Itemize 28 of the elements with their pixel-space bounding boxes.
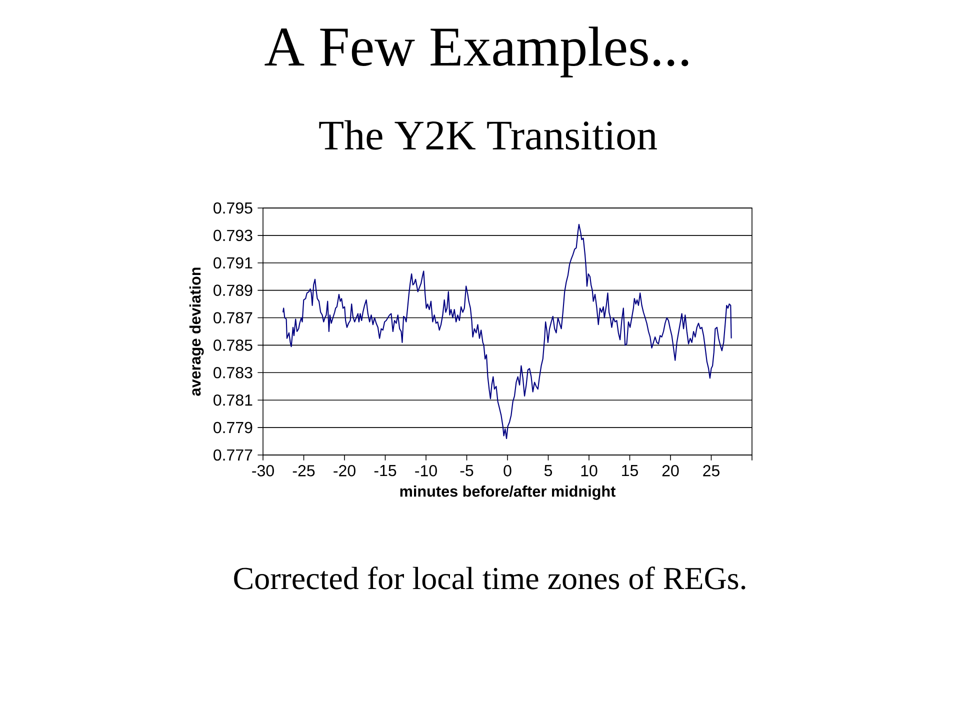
- x-tick-label: 20: [662, 465, 679, 476]
- y-tick-label: 0.789: [214, 284, 252, 296]
- x-tick-label: 15: [622, 465, 638, 476]
- x-tick-label: -5: [460, 465, 474, 476]
- y-tick-label: 0.779: [214, 422, 252, 434]
- y-axis-title: average deviation: [189, 268, 204, 396]
- x-tick-label: 5: [544, 465, 552, 476]
- y-tick-label: 0.795: [214, 202, 252, 214]
- x-tick-label: -10: [415, 465, 437, 476]
- line-series: [282, 224, 732, 440]
- y-tick-label: 0.781: [214, 394, 252, 406]
- x-tick-label: 25: [703, 465, 720, 476]
- x-tick-label: 10: [581, 465, 598, 476]
- y-tick-label: 0.787: [214, 312, 252, 324]
- y-tick-label: 0.777: [214, 449, 252, 461]
- x-tick-label: -30: [252, 465, 274, 476]
- text: Corrected for local time zones of REGs.: [234, 566, 746, 590]
- y-tick-label: 0.783: [214, 366, 252, 378]
- x-tick-label: -15: [374, 465, 396, 476]
- x-tick-label: 0: [504, 465, 512, 476]
- y-tick-label: 0.791: [214, 257, 252, 269]
- y-tick-label: 0.785: [214, 340, 252, 351]
- x-axis-title: minutes before/after midnight: [400, 486, 616, 500]
- chart-subtitle: The Y2K Transition: [319, 120, 657, 150]
- x-tick-label: -25: [292, 465, 315, 476]
- chart-title: A Few Examples...: [264, 26, 688, 78]
- x-tick-label: -20: [334, 465, 356, 476]
- y-tick-label: 0.793: [214, 230, 252, 242]
